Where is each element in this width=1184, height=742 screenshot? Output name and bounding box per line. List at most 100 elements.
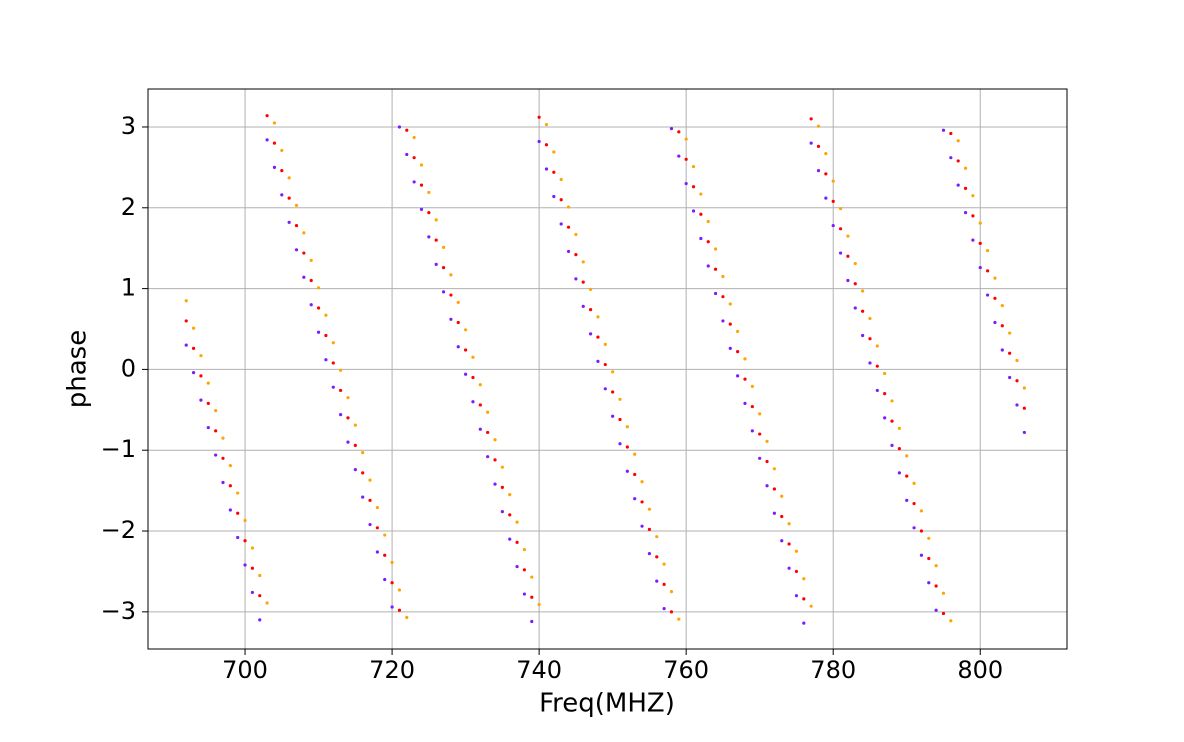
scatter-point bbox=[206, 381, 210, 385]
scatter-point bbox=[309, 258, 313, 262]
scatter-point bbox=[316, 330, 321, 334]
scatter-point bbox=[787, 522, 791, 526]
scatter-point bbox=[478, 427, 482, 431]
scatter-point bbox=[912, 526, 916, 530]
scatter-point bbox=[1022, 386, 1026, 390]
scatter-point bbox=[824, 152, 828, 156]
scatter-point bbox=[552, 170, 556, 174]
scatter-point bbox=[574, 232, 578, 237]
scatter-point bbox=[272, 121, 277, 125]
scatter-point bbox=[397, 608, 402, 612]
scatter-point bbox=[508, 493, 512, 497]
scatter-point bbox=[699, 192, 703, 196]
scatter-point bbox=[684, 137, 688, 141]
scatter-point bbox=[214, 409, 218, 413]
scatter-point bbox=[780, 514, 784, 519]
scatter-point bbox=[691, 185, 696, 189]
scatter-point bbox=[412, 156, 416, 160]
scatter-point bbox=[883, 416, 887, 420]
scatter-point bbox=[287, 220, 291, 224]
scatter-point bbox=[963, 186, 968, 190]
scatter-point bbox=[1015, 379, 1019, 383]
scatter-point bbox=[478, 403, 482, 407]
scatter-point bbox=[228, 484, 232, 488]
scatter-point bbox=[985, 293, 990, 297]
scatter-point bbox=[662, 562, 666, 566]
scatter-point bbox=[780, 539, 784, 543]
scatter-point bbox=[493, 438, 497, 442]
scatter-point bbox=[522, 568, 527, 572]
scatter-point bbox=[361, 495, 365, 499]
scatter-point bbox=[441, 245, 446, 249]
scatter-point bbox=[574, 253, 578, 257]
scatter-point bbox=[316, 306, 321, 310]
scatter-point bbox=[787, 542, 791, 546]
scatter-point bbox=[677, 130, 681, 134]
scatter-point bbox=[471, 375, 475, 380]
scatter-point bbox=[427, 211, 431, 215]
scatter-point bbox=[566, 205, 571, 209]
scatter-point bbox=[758, 456, 762, 460]
scatter-point bbox=[287, 176, 291, 180]
scatter-point bbox=[853, 282, 857, 286]
scatter-point bbox=[199, 374, 203, 378]
scatter-point bbox=[838, 251, 843, 255]
scatter-point bbox=[780, 494, 784, 498]
scatter-point bbox=[993, 320, 997, 325]
scatter-point bbox=[713, 267, 718, 271]
scatter-point bbox=[184, 343, 188, 347]
y-tick-label: −2 bbox=[101, 516, 136, 544]
scatter-point bbox=[530, 595, 534, 599]
scatter-point bbox=[897, 426, 901, 430]
scatter-point bbox=[1008, 331, 1012, 335]
scatter-point bbox=[544, 143, 549, 147]
scatter-point bbox=[713, 247, 718, 251]
scatter-point bbox=[331, 361, 335, 365]
scatter-point bbox=[368, 522, 372, 527]
scatter-point bbox=[941, 591, 946, 595]
scatter-point bbox=[537, 602, 541, 607]
scatter-point bbox=[853, 261, 857, 266]
scatter-point bbox=[221, 436, 225, 440]
scatter-point bbox=[912, 481, 916, 485]
scatter-point bbox=[802, 577, 806, 581]
scatter-point bbox=[221, 480, 225, 485]
scatter-point bbox=[427, 235, 431, 239]
scatter-point bbox=[1022, 430, 1026, 435]
scatter-point bbox=[802, 621, 806, 625]
scatter-point bbox=[434, 262, 438, 266]
scatter-point bbox=[419, 163, 424, 167]
scatter-point bbox=[419, 183, 424, 187]
x-tick-label: 780 bbox=[810, 656, 856, 684]
scatter-point bbox=[206, 401, 210, 405]
scatter-point bbox=[728, 346, 732, 350]
scatter-point bbox=[405, 152, 409, 157]
x-axis-label: Freq(MHZ) bbox=[539, 689, 675, 719]
scatter-point bbox=[559, 198, 563, 202]
scatter-point bbox=[250, 590, 254, 595]
scatter-point bbox=[905, 498, 909, 502]
y-tick-label: 1 bbox=[121, 274, 136, 302]
scatter-point bbox=[787, 566, 791, 570]
scatter-point bbox=[758, 412, 762, 416]
scatter-point bbox=[662, 582, 666, 586]
scatter-point bbox=[199, 398, 203, 402]
scatter-point bbox=[1008, 375, 1012, 380]
scatter-point bbox=[699, 212, 703, 216]
x-tick-label: 700 bbox=[222, 656, 268, 684]
scatter-point bbox=[647, 552, 652, 556]
scatter-point bbox=[772, 467, 776, 471]
scatter-point bbox=[640, 480, 644, 484]
scatter-point bbox=[375, 526, 379, 530]
scatter-point bbox=[464, 328, 468, 332]
y-tick-label: 3 bbox=[121, 112, 136, 140]
scatter-point bbox=[728, 302, 732, 306]
scatter-point bbox=[728, 322, 732, 326]
scatter-point bbox=[758, 432, 762, 436]
scatter-point bbox=[566, 225, 571, 229]
scatter-point bbox=[956, 139, 960, 143]
scatter-point bbox=[1000, 303, 1004, 308]
scatter-point bbox=[655, 555, 659, 559]
scatter-point bbox=[993, 296, 997, 300]
scatter-point bbox=[1015, 403, 1019, 407]
